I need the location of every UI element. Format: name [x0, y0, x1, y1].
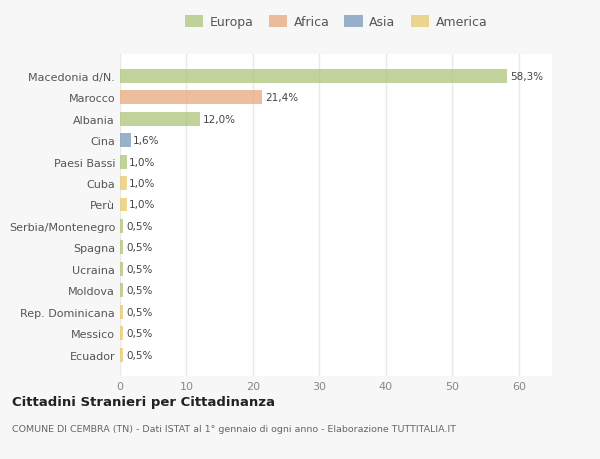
Text: 0,5%: 0,5%	[126, 264, 152, 274]
Bar	[120, 134, 131, 148]
Bar	[120, 348, 124, 362]
Bar	[120, 198, 127, 212]
Text: 0,5%: 0,5%	[126, 285, 152, 296]
Text: 21,4%: 21,4%	[265, 93, 298, 103]
Bar	[120, 241, 124, 255]
Text: 0,5%: 0,5%	[126, 307, 152, 317]
Text: 12,0%: 12,0%	[202, 114, 235, 124]
Bar	[120, 305, 124, 319]
Bar	[120, 177, 127, 190]
Text: 1,6%: 1,6%	[133, 136, 160, 146]
Text: 1,0%: 1,0%	[130, 157, 155, 167]
Text: 0,5%: 0,5%	[126, 221, 152, 231]
Bar	[120, 91, 262, 105]
Text: 58,3%: 58,3%	[510, 72, 543, 82]
Bar	[120, 326, 124, 341]
Bar	[120, 155, 127, 169]
Text: 0,5%: 0,5%	[126, 350, 152, 360]
Text: Cittadini Stranieri per Cittadinanza: Cittadini Stranieri per Cittadinanza	[12, 395, 275, 408]
Bar	[120, 262, 124, 276]
Text: 1,0%: 1,0%	[130, 200, 155, 210]
Text: 0,5%: 0,5%	[126, 243, 152, 253]
Legend: Europa, Africa, Asia, America: Europa, Africa, Asia, America	[185, 17, 487, 29]
Bar	[120, 70, 508, 84]
Bar	[120, 219, 124, 233]
Text: COMUNE DI CEMBRA (TN) - Dati ISTAT al 1° gennaio di ogni anno - Elaborazione TUT: COMUNE DI CEMBRA (TN) - Dati ISTAT al 1°…	[12, 425, 456, 434]
Bar	[120, 284, 124, 297]
Text: 0,5%: 0,5%	[126, 329, 152, 338]
Text: 1,0%: 1,0%	[130, 179, 155, 189]
Bar	[120, 112, 200, 126]
